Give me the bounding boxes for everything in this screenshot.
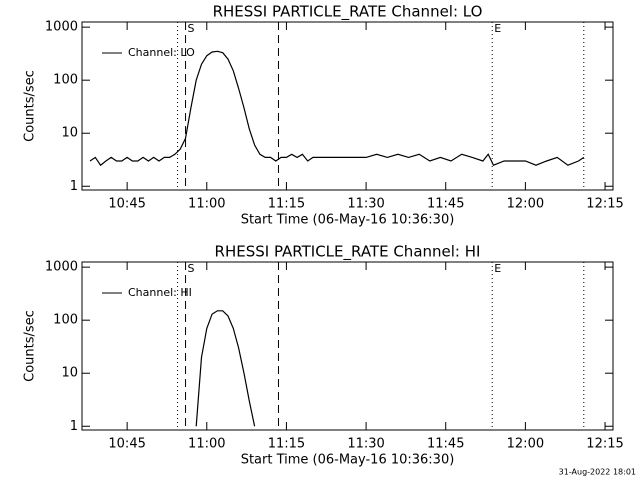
x-tick-label: 10:45	[108, 197, 145, 212]
x-tick-label: 11:30	[347, 197, 384, 212]
data-line	[195, 310, 256, 427]
y-tick-label: 1000	[45, 20, 78, 35]
x-tick-label: 11:00	[188, 197, 225, 212]
data-line	[89, 50, 585, 167]
marker-label: E	[494, 262, 501, 275]
legend-label: Channel: HI	[128, 286, 192, 299]
x-tick-label: 11:45	[427, 197, 464, 212]
x-tick-label: 12:15	[586, 437, 623, 452]
x-tick-label: 11:45	[427, 437, 464, 452]
plot-frame	[81, 261, 614, 431]
y-tick-label: 100	[53, 73, 78, 88]
x-tick-label: 11:30	[347, 437, 384, 452]
marker-label: S	[188, 22, 195, 35]
y-tick-label: 100	[53, 313, 78, 328]
y-axis-label: Counts/sec	[23, 310, 38, 382]
x-axis-label: Start Time (06-May-16 10:36:30)	[241, 453, 455, 468]
x-axis-label: Start Time (06-May-16 10:36:30)	[241, 213, 455, 228]
x-tick-label: 10:45	[108, 437, 145, 452]
x-tick-label: 11:00	[188, 437, 225, 452]
timestamp: 31-Aug-2022 18:01	[559, 468, 636, 477]
plot-frame	[81, 21, 614, 191]
x-tick-label: 12:00	[507, 197, 544, 212]
legend-label: Channel: LO	[128, 46, 195, 59]
x-tick-label: 11:15	[268, 437, 305, 452]
chart-title: RHESSI PARTICLE_RATE Channel: HI	[215, 243, 481, 262]
x-tick-label: 12:00	[507, 437, 544, 452]
marker-label: S	[188, 262, 195, 275]
y-axis-label: Counts/sec	[23, 70, 38, 142]
x-tick-label: 12:15	[586, 197, 623, 212]
y-tick-label: 1	[70, 179, 78, 194]
marker-label: E	[494, 22, 501, 35]
y-tick-label: 1000	[45, 260, 78, 275]
y-tick-label: 1	[70, 419, 78, 434]
chart-title: RHESSI PARTICLE_RATE Channel: LO	[213, 3, 483, 22]
y-tick-label: 10	[61, 126, 78, 141]
y-tick-label: 10	[61, 366, 78, 381]
x-tick-label: 11:15	[268, 197, 305, 212]
